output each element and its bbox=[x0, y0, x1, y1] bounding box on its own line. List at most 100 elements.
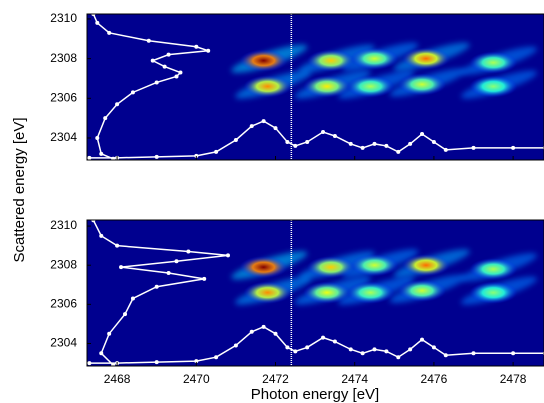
spectrum-point bbox=[174, 259, 179, 264]
spectrum-point bbox=[408, 347, 413, 352]
spectrum-point bbox=[194, 359, 199, 364]
spectrum-point bbox=[372, 347, 377, 352]
y-tick-label: 2310 bbox=[50, 218, 77, 232]
spectrum-point bbox=[130, 90, 135, 95]
spectrum-point bbox=[99, 233, 104, 238]
x-tick-label: 2472 bbox=[262, 372, 289, 386]
frame bbox=[86, 219, 544, 367]
spectrum-point bbox=[321, 130, 326, 135]
spectrum-point bbox=[305, 139, 310, 144]
spectrum-point bbox=[293, 143, 298, 148]
spectrum-point bbox=[166, 52, 171, 57]
y-tick-label: 2308 bbox=[50, 51, 77, 65]
peak bbox=[469, 281, 518, 304]
spectrum-point bbox=[115, 102, 120, 107]
y-tick-label: 2304 bbox=[50, 130, 77, 144]
spectrum-point bbox=[115, 243, 120, 248]
y-tick-label: 2306 bbox=[50, 90, 77, 104]
spectrum-point bbox=[154, 80, 159, 85]
spectrum-point bbox=[273, 126, 278, 131]
spectrum-point bbox=[103, 116, 108, 121]
spectrum-point bbox=[95, 135, 100, 140]
spectrum-point bbox=[123, 312, 128, 317]
spectrum-point bbox=[511, 145, 516, 150]
peak bbox=[243, 281, 292, 304]
peak bbox=[302, 281, 351, 304]
spectrum-point bbox=[150, 58, 155, 63]
spectrum-point bbox=[154, 154, 159, 159]
spectrum-point bbox=[471, 145, 476, 150]
x-tick-label: 2476 bbox=[421, 372, 448, 386]
y-tick-label: 2306 bbox=[50, 297, 77, 311]
spectrum-line bbox=[92, 14, 209, 160]
spectrum-point bbox=[99, 151, 104, 156]
heatmap bbox=[87, 14, 544, 160]
peak bbox=[346, 75, 395, 98]
peak bbox=[469, 51, 518, 74]
spectrum-point bbox=[154, 284, 159, 289]
peak bbox=[398, 73, 447, 96]
spectrum-point bbox=[321, 335, 326, 340]
spectrum-point bbox=[396, 355, 401, 360]
spectrum-point bbox=[384, 349, 389, 354]
spectrum-point bbox=[130, 296, 135, 301]
spectrum-point bbox=[408, 141, 413, 146]
spectrum-point bbox=[443, 147, 448, 152]
spectrum-point bbox=[111, 156, 116, 160]
spectrum-point bbox=[202, 276, 207, 281]
spectrum-point bbox=[206, 48, 211, 53]
spectrum-point bbox=[178, 70, 183, 75]
spectrum-point bbox=[431, 345, 436, 350]
spectrum-point bbox=[332, 133, 337, 138]
spectrum-line bbox=[89, 326, 544, 364]
peak bbox=[469, 258, 518, 281]
peak bbox=[346, 281, 395, 304]
spectrum-point bbox=[384, 143, 389, 148]
spectrum-point bbox=[420, 132, 425, 137]
spectrum-point bbox=[174, 74, 179, 79]
spectrum-point bbox=[360, 351, 365, 356]
spectrum-point bbox=[111, 363, 116, 366]
peak bbox=[243, 75, 292, 98]
spectrum-point bbox=[214, 149, 219, 154]
spectrum-point bbox=[372, 141, 377, 146]
frame bbox=[86, 13, 544, 161]
peak bbox=[239, 256, 288, 279]
spectrum-point bbox=[396, 149, 401, 154]
spectrum-line bbox=[89, 120, 544, 159]
spectrum-point bbox=[348, 347, 353, 352]
y-axis-label: Scattered energy [eV] bbox=[11, 117, 28, 262]
spectrum-point bbox=[194, 153, 199, 158]
spectrum-point bbox=[273, 331, 278, 336]
peak bbox=[398, 279, 447, 302]
spectrum-point bbox=[360, 145, 365, 150]
peak bbox=[302, 75, 351, 98]
spectrum-point bbox=[186, 249, 191, 254]
spectrum-point bbox=[249, 329, 254, 334]
y-tick-label: 2310 bbox=[50, 11, 77, 25]
y-tick-label: 2304 bbox=[50, 336, 77, 350]
spectrum-point bbox=[233, 343, 238, 348]
peak bbox=[350, 254, 399, 277]
spectrum-point bbox=[348, 141, 353, 146]
spectrum-point bbox=[107, 30, 112, 35]
x-axis-label: Photon energy [eV] bbox=[251, 386, 379, 403]
peak bbox=[239, 49, 288, 72]
spectrum-point bbox=[293, 349, 298, 354]
spectrum-point bbox=[146, 38, 151, 43]
spectrum-point bbox=[194, 44, 199, 49]
spectrum-point bbox=[162, 64, 167, 69]
spectrum-point bbox=[154, 360, 159, 365]
peak bbox=[306, 49, 355, 72]
spectrum-point bbox=[119, 265, 124, 270]
spectrum-point bbox=[166, 271, 171, 276]
spectrum-point bbox=[443, 353, 448, 358]
spectrum-point bbox=[420, 337, 425, 342]
spectrum-point bbox=[91, 220, 96, 223]
spectrum-point bbox=[332, 339, 337, 344]
spectrum-point bbox=[87, 361, 92, 366]
y-tick-label: 2308 bbox=[50, 257, 77, 271]
x-tick-label: 2474 bbox=[341, 372, 368, 386]
peak bbox=[350, 47, 399, 70]
